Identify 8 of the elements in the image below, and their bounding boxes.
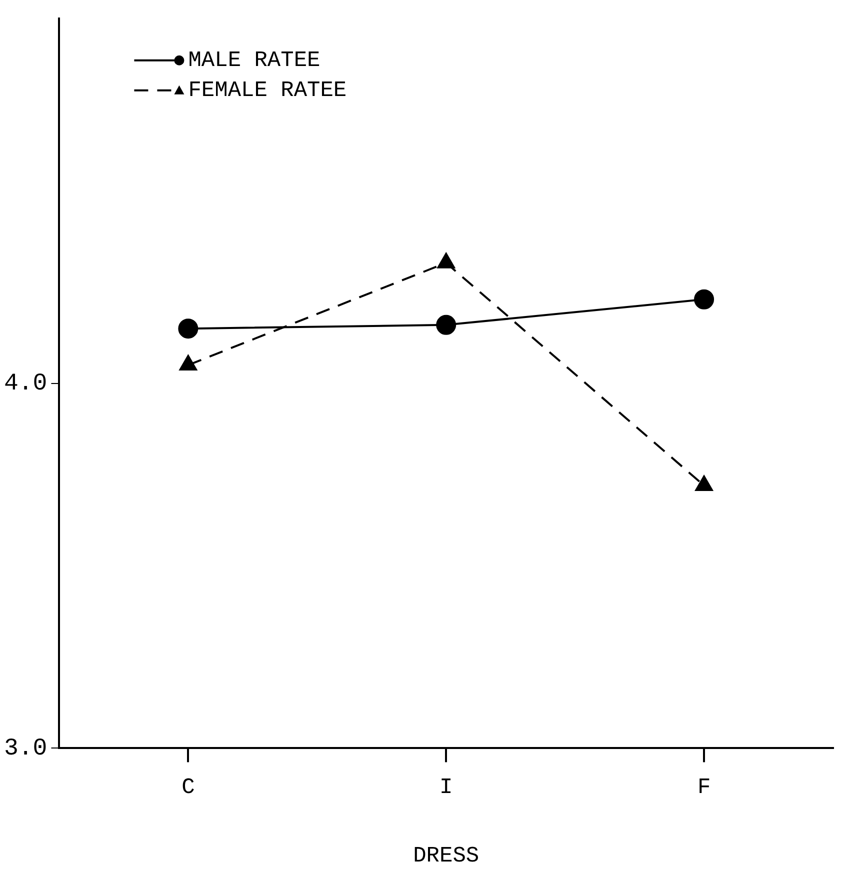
- legend-label: MALE RATEE: [188, 48, 320, 74]
- y-tick-label: 3.0: [4, 736, 48, 763]
- y-tick-label: 4.0: [4, 370, 48, 398]
- x-axis-title: DRESS: [413, 844, 480, 869]
- legend-label: FEMALE RATEE: [188, 78, 347, 104]
- x-tick-label: I: [440, 775, 453, 800]
- x-tick-label: F: [697, 775, 711, 800]
- x-tick-label: C: [182, 775, 195, 800]
